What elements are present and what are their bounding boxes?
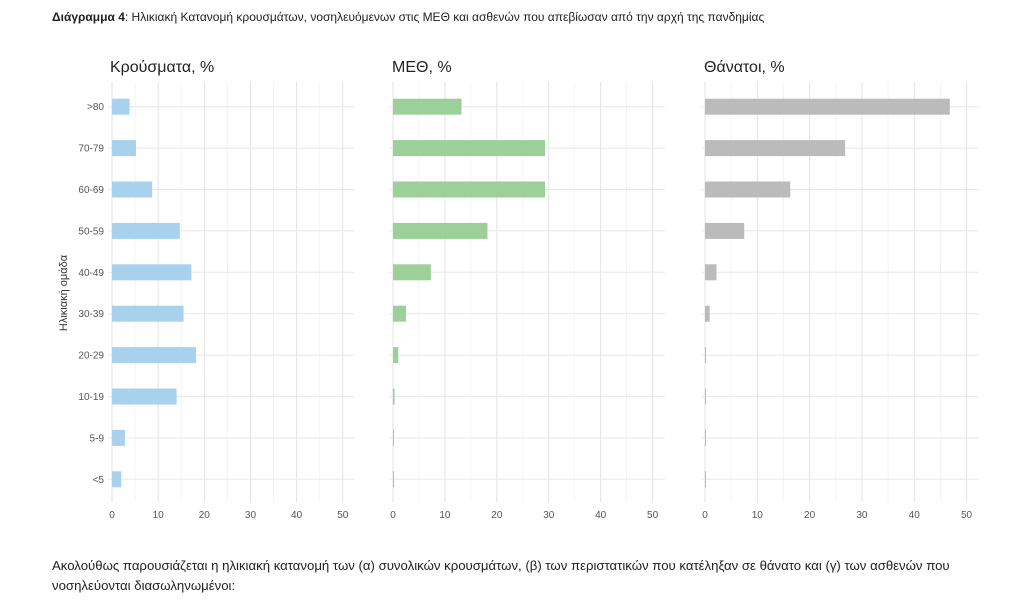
bar [393, 347, 399, 364]
category-tick-label: 5-9 [90, 433, 105, 444]
bar [393, 471, 395, 488]
bar [112, 140, 136, 157]
category-tick-label: 10-19 [78, 392, 104, 403]
x-tick-label: 40 [291, 510, 303, 521]
bar [393, 222, 488, 239]
figure-caption: Διάγραμμα 4: Ηλικιακή Κατανομή κρουσμάτω… [52, 10, 764, 24]
bar [705, 222, 745, 239]
bar [393, 429, 395, 446]
bar [705, 471, 706, 488]
bar [112, 347, 196, 364]
category-tick-label: 50-59 [78, 226, 104, 237]
bar [393, 140, 546, 157]
panel-1: Κρούσματα, % 0 10 20 30 40 50 [108, 59, 354, 521]
x-tick-label: 20 [199, 510, 211, 521]
x-tick-label: 20 [804, 510, 816, 521]
x-tick-label: 10 [439, 510, 451, 521]
panel-title: ΜΕΘ, % [392, 59, 452, 76]
x-tick-label: 0 [109, 510, 115, 521]
age-distribution-chart: Ηλικιακή ομάδα >80 70-79 60-69 50-59 40-49 30-… [58, 59, 979, 521]
x-tick-label: 10 [752, 510, 764, 521]
bar [112, 98, 130, 115]
bar [112, 429, 125, 446]
category-tick-label: 60-69 [78, 185, 104, 196]
category-tick-label: <5 [93, 475, 105, 486]
x-tick-label: 40 [909, 510, 921, 521]
bar [393, 181, 546, 198]
x-tick-label: 10 [153, 510, 165, 521]
bar [705, 305, 710, 322]
panel-title: Θάνατοι, % [704, 59, 785, 76]
caption-label: Διάγραμμα 4 [52, 10, 125, 24]
bar [393, 264, 431, 281]
x-tick-label: 50 [337, 510, 349, 521]
panel-title: Κρούσματα, % [110, 59, 214, 76]
x-tick-label: 50 [961, 510, 973, 521]
bar [112, 181, 153, 198]
x-tick-label: 0 [702, 510, 708, 521]
bar [705, 388, 706, 405]
bar [705, 347, 707, 364]
category-tick-label: 20-29 [78, 351, 104, 362]
x-tick-label: 50 [647, 510, 659, 521]
bar [705, 140, 846, 157]
y-axis-title: Ηλικιακή ομάδα [58, 254, 70, 331]
panel-2: ΜΕΘ, % 0 10 20 30 40 50 [389, 59, 665, 521]
bar [393, 388, 395, 405]
caption-text: : Ηλικιακή Κατανομή κρουσμάτων, νοσηλευό… [124, 10, 765, 24]
category-tick-label: 30-39 [78, 309, 104, 320]
bar [112, 388, 177, 405]
x-tick-label: 40 [595, 510, 607, 521]
x-tick-label: 0 [390, 510, 396, 521]
bar [112, 471, 122, 488]
x-tick-label: 30 [245, 510, 257, 521]
category-tick-label: >80 [87, 102, 104, 113]
x-tick-label: 30 [856, 510, 868, 521]
x-tick-label: 30 [543, 510, 555, 521]
bar [705, 264, 717, 281]
bar [705, 429, 706, 446]
panel-3: Θάνατοι, % 0 10 20 30 40 50 [701, 59, 979, 521]
bar [393, 98, 462, 115]
category-tick-label: 40-49 [78, 268, 104, 279]
category-tick-label: 70-79 [78, 144, 104, 155]
bar [112, 305, 184, 322]
bar [112, 222, 180, 239]
bar [705, 181, 791, 198]
x-tick-label: 20 [491, 510, 503, 521]
bar [705, 98, 950, 115]
bar [393, 305, 406, 322]
bar [112, 264, 192, 281]
body-paragraph: Ακολούθως παρουσιάζεται η ηλικιακή καταν… [52, 558, 950, 593]
